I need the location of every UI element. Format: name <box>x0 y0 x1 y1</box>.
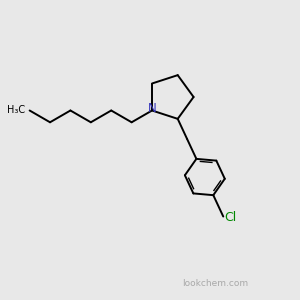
Text: Cl: Cl <box>225 212 237 224</box>
Text: N: N <box>148 102 156 115</box>
Text: H₃C: H₃C <box>7 106 25 116</box>
Text: lookchem.com: lookchem.com <box>182 280 248 289</box>
